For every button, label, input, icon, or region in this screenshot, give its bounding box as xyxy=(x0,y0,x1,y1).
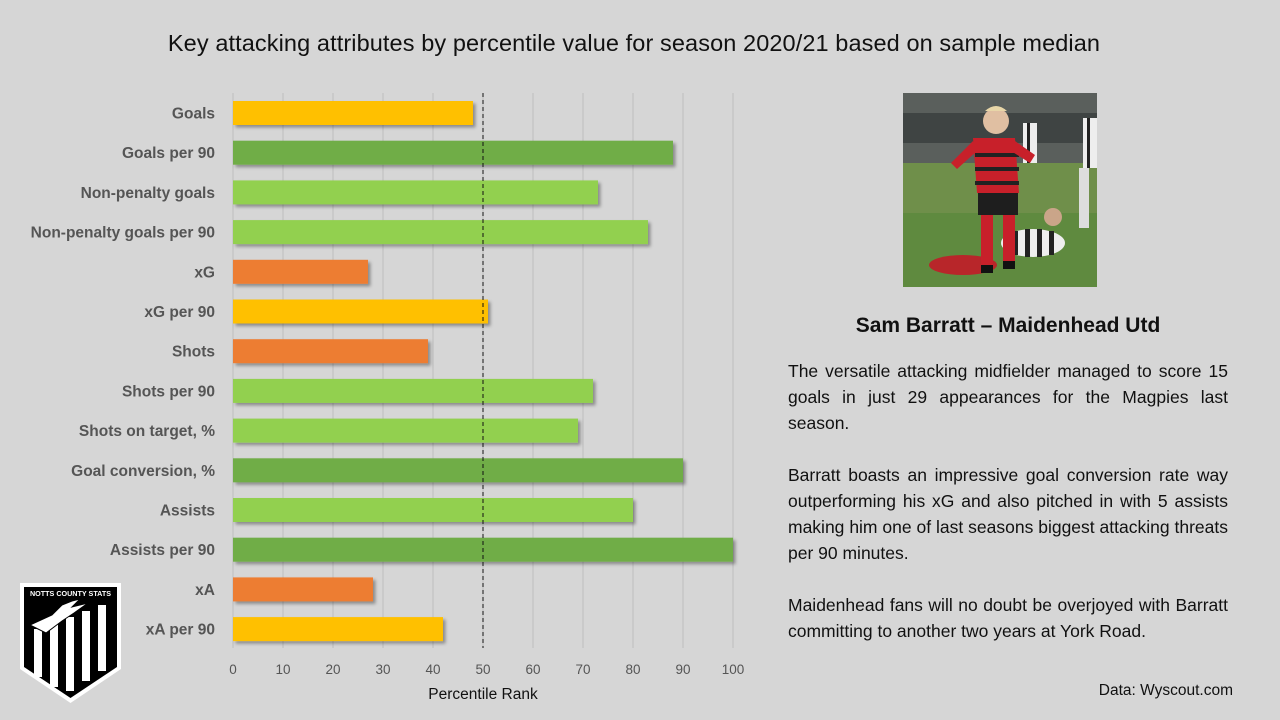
x-tick-label: 0 xyxy=(229,662,237,677)
tick-labels: 0 10 20 30 40 50 60 70 80 90 100 xyxy=(229,662,744,677)
x-tick-label: 30 xyxy=(375,662,390,677)
x-axis-label: Percentile Rank xyxy=(428,686,538,703)
x-tick-label: 10 xyxy=(275,662,290,677)
bar xyxy=(233,498,633,522)
category-label: Goals per 90 xyxy=(122,145,215,162)
x-tick-label: 40 xyxy=(425,662,440,677)
description-paragraph: Maidenhead fans will no doubt be overjoy… xyxy=(788,595,1228,641)
bar xyxy=(233,101,473,125)
x-tick-label: 70 xyxy=(575,662,590,677)
logo-shield-icon: NOTTS COUNTY STATS xyxy=(20,583,121,703)
category-label: Goal conversion, % xyxy=(71,463,215,480)
bar xyxy=(233,577,373,602)
bars xyxy=(233,101,733,642)
notts-county-stats-logo: NOTTS COUNTY STATS xyxy=(18,581,123,705)
category-label: Shots on target, % xyxy=(79,423,215,440)
category-labels: Goals Goals per 90 Non-penalty goals Non-pe… xyxy=(31,106,216,639)
bar xyxy=(233,339,428,364)
category-label: xA per 90 xyxy=(146,622,215,639)
bar-chart: Goals Goals per 90 Non-penalty goals Non-pe… xyxy=(31,93,744,703)
x-tick-label: 20 xyxy=(325,662,340,677)
player-photo xyxy=(903,93,1097,287)
bar xyxy=(233,617,443,642)
category-label: Non-penalty goals per 90 xyxy=(31,225,215,242)
bar xyxy=(233,458,683,483)
bar xyxy=(233,180,598,205)
bar xyxy=(233,418,578,443)
x-tick-label: 60 xyxy=(525,662,540,677)
x-tick-label: 80 xyxy=(625,662,640,677)
data-source: Data: Wyscout.com xyxy=(1098,682,1233,699)
bar xyxy=(233,378,593,403)
bar xyxy=(233,299,488,324)
x-tick-label: 100 xyxy=(722,662,745,677)
bar xyxy=(233,259,368,284)
category-label: xA xyxy=(195,582,215,599)
player-description: The versatile attacking midfielder manag… xyxy=(788,358,1228,644)
category-label: Non-penalty goals xyxy=(81,185,215,202)
bar xyxy=(233,220,648,245)
category-label: Assists per 90 xyxy=(110,542,215,559)
category-label: Assists xyxy=(160,503,215,520)
description-paragraph: Barratt boasts an impressive goal conver… xyxy=(788,465,1228,563)
logo-text: NOTTS COUNTY STATS xyxy=(30,589,111,598)
category-label: xG per 90 xyxy=(144,304,215,321)
player-photo-illustration xyxy=(903,93,1097,287)
category-label: Shots per 90 xyxy=(122,383,215,400)
category-label: Goals xyxy=(172,106,215,123)
category-label: xG xyxy=(194,264,215,281)
x-tick-label: 50 xyxy=(475,662,490,677)
x-tick-label: 90 xyxy=(675,662,690,677)
category-label: Shots xyxy=(172,344,215,361)
description-paragraph: The versatile attacking midfielder manag… xyxy=(788,361,1228,433)
chart-title: Key attacking attributes by percentile v… xyxy=(167,30,1101,56)
bar xyxy=(233,140,673,165)
player-name: Sam Barratt – Maidenhead Utd xyxy=(855,314,1161,337)
